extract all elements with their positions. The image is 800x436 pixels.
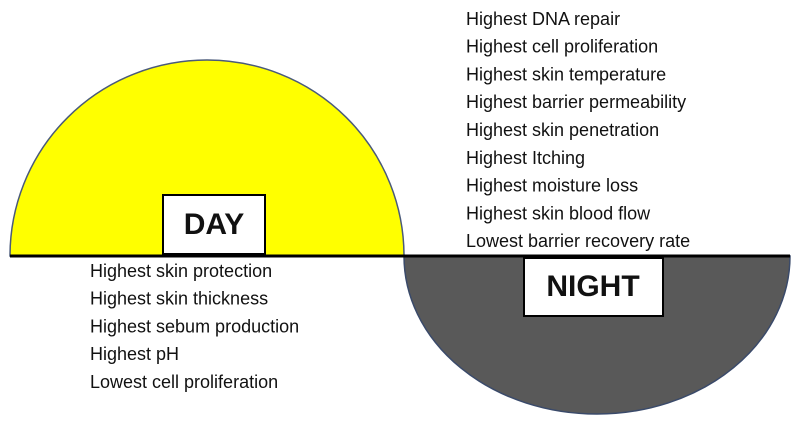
day-item: Highest skin protection <box>90 261 272 281</box>
night-label: NIGHT <box>546 270 639 303</box>
night-item: Highest DNA repair <box>466 9 620 29</box>
night-item: Lowest barrier recovery rate <box>466 231 690 251</box>
night-item: Highest skin temperature <box>466 64 666 84</box>
night-item: Highest cell proliferation <box>466 37 658 57</box>
day-item: Highest pH <box>90 344 179 364</box>
day-label: DAY <box>184 208 245 241</box>
night-item: Highest skin penetration <box>466 120 659 140</box>
night-item: Highest barrier permeability <box>466 92 686 112</box>
day-item: Highest skin thickness <box>90 289 268 309</box>
day-box <box>162 194 266 255</box>
night-box <box>523 257 664 317</box>
night-item: Highest moisture loss <box>466 176 638 196</box>
night-half-circle <box>403 255 791 415</box>
night-item: Highest skin blood flow <box>466 203 651 223</box>
day-item: Highest sebum production <box>90 316 299 336</box>
night-item: Highest Itching <box>466 148 585 168</box>
day-half-circle <box>9 59 405 257</box>
day-item: Lowest cell proliferation <box>90 372 278 392</box>
